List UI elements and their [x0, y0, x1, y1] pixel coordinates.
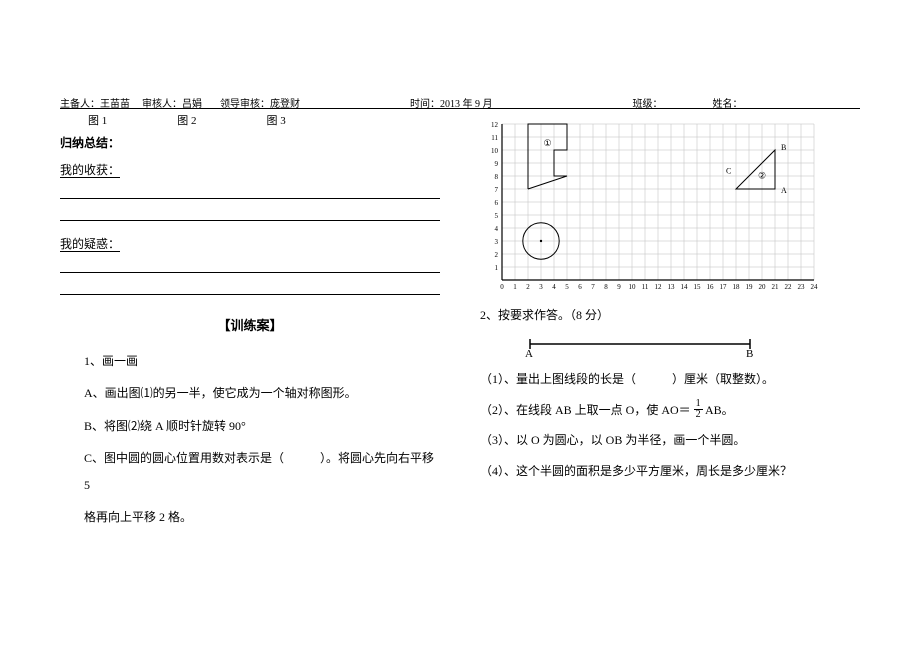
svg-text:8: 8: [604, 283, 608, 291]
header-rule: [60, 108, 860, 109]
svg-text:13: 13: [668, 283, 676, 291]
gain-label: 我的收获：: [60, 161, 440, 178]
svg-text:12: 12: [491, 121, 499, 129]
svg-text:22: 22: [785, 283, 793, 291]
q1-b: B、将图⑵绕 A 顺时针旋转 90°: [60, 413, 440, 439]
svg-text:12: 12: [655, 283, 663, 291]
svg-text:19: 19: [746, 283, 754, 291]
svg-text:16: 16: [707, 283, 715, 291]
grid-figure: 0123456789101112131415161718192021222324…: [480, 112, 840, 292]
summary-title: 归纳总结：: [60, 134, 440, 151]
svg-text:4: 4: [552, 283, 556, 291]
svg-text:1: 1: [495, 264, 499, 272]
doubt-line1: [60, 251, 440, 273]
svg-text:0: 0: [500, 283, 504, 291]
svg-text:6: 6: [578, 283, 582, 291]
svg-text:①: ①: [543, 138, 551, 148]
right-column: 0123456789101112131415161718192021222324…: [480, 112, 860, 536]
svg-text:24: 24: [811, 283, 819, 291]
svg-text:2: 2: [526, 283, 530, 291]
segment-svg: [510, 332, 770, 362]
svg-text:23: 23: [798, 283, 806, 291]
svg-text:3: 3: [539, 283, 543, 291]
svg-text:11: 11: [642, 283, 649, 291]
svg-text:7: 7: [591, 283, 595, 291]
svg-text:8: 8: [495, 173, 499, 181]
gain-line1: [60, 177, 440, 199]
svg-text:21: 21: [772, 283, 780, 291]
doubt-label: 我的疑惑：: [60, 235, 440, 252]
svg-text:5: 5: [565, 283, 569, 291]
svg-text:18: 18: [733, 283, 741, 291]
left-column: 图 1 图 2 图 3 归纳总结： 我的收获： 我的疑惑： 【训练案】 1、画一…: [60, 112, 440, 536]
svg-text:20: 20: [759, 283, 767, 291]
svg-text:9: 9: [617, 283, 621, 291]
svg-text:7: 7: [495, 186, 499, 194]
svg-text:3: 3: [495, 238, 499, 246]
svg-text:6: 6: [495, 199, 499, 207]
q2-p2: （2）、在线段 AB 上取一点 O，使 AO＝ 1 2 AB。: [480, 397, 860, 423]
segment-ab: A B: [510, 332, 770, 362]
q2-p4: （4）、这个半圆的面积是多少平方厘米，周长是多少厘米？: [480, 458, 860, 484]
svg-text:11: 11: [491, 134, 498, 142]
doubt-line2: [60, 273, 440, 295]
training-title: 【训练案】: [60, 315, 440, 334]
point-b-label: B: [746, 348, 753, 360]
svg-text:14: 14: [681, 283, 689, 291]
svg-text:A: A: [781, 186, 787, 195]
svg-text:B: B: [781, 143, 786, 152]
svg-text:1: 1: [513, 283, 517, 291]
svg-text:4: 4: [495, 225, 499, 233]
svg-text:C: C: [726, 166, 731, 175]
q1-num: 1、画一画: [60, 348, 440, 374]
fig3-label: 图 3: [267, 112, 286, 128]
fraction-half: 1 2: [694, 399, 703, 420]
svg-text:5: 5: [495, 212, 499, 220]
svg-text:10: 10: [629, 283, 637, 291]
q1-c2: 格再向上平移 2 格。: [60, 504, 440, 530]
svg-text:15: 15: [694, 283, 702, 291]
svg-text:2: 2: [495, 251, 499, 259]
q1-c: C、图中圆的圆心位置用数对表示是（ ）。将圆心先向右平移 5: [60, 445, 440, 498]
fig2-label: 图 2: [177, 112, 196, 128]
point-a-label: A: [525, 348, 533, 360]
q2-title: 2、按要求作答。（8 分）: [480, 302, 860, 328]
svg-text:9: 9: [495, 160, 499, 168]
svg-text:17: 17: [720, 283, 728, 291]
q2-p3: （3）、以 O 为圆心，以 OB 为半径，画一个半圆。: [480, 427, 860, 453]
gain-line2: [60, 199, 440, 221]
figure-labels: 图 1 图 2 图 3: [60, 112, 440, 128]
q1-a: A、画出图⑴的另一半，使它成为一个轴对称图形。: [60, 380, 440, 406]
svg-text:10: 10: [491, 147, 499, 155]
svg-text:②: ②: [758, 171, 766, 181]
q2-p1: （1）、量出上图线段的长是（ ）厘米（取整数）。: [480, 366, 860, 392]
grid-svg: 0123456789101112131415161718192021222324…: [480, 112, 840, 292]
fig1-label: 图 1: [88, 112, 107, 128]
